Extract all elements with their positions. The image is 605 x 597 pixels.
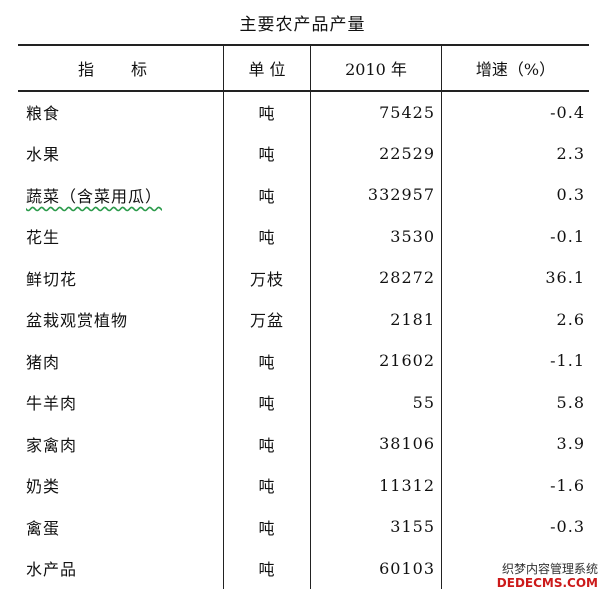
header-indicator: 指 标 <box>18 44 224 92</box>
row-name: 水产品 <box>26 560 78 580</box>
row-growth: -0.1 <box>441 215 589 257</box>
row-value: 3530 <box>310 215 442 257</box>
site-watermark: 织梦内容管理系统 DEDECMS.COM <box>493 561 601 591</box>
table-title: 主要农产品产量 <box>239 15 366 35</box>
row-name-text: 蔬菜（含菜用瓜） <box>26 186 163 206</box>
row-name: 猪肉 <box>26 352 61 372</box>
row-growth: -1.1 <box>441 340 589 382</box>
row-name: 蔬菜（含菜用瓜） <box>18 174 224 216</box>
table-row: 蔬菜（含菜用瓜） 吨 332957 0.3 <box>18 174 589 216</box>
row-name: 家禽肉 <box>26 435 78 455</box>
row-unit: 吨 <box>223 506 311 548</box>
row-unit: 吨 <box>223 340 311 382</box>
row-name: 水果 <box>26 145 61 165</box>
row-name: 奶类 <box>26 477 61 497</box>
row-value: 332957 <box>310 174 442 216</box>
row-name: 粮食 <box>26 104 61 124</box>
row-name: 禽蛋 <box>26 518 61 538</box>
header-year: 2010 年 <box>310 44 442 92</box>
watermark-line2: DEDECMS.COM <box>496 576 598 590</box>
table-row: 禽蛋 吨 3155 -0.3 <box>18 506 589 548</box>
row-growth: 2.6 <box>441 298 589 340</box>
row-unit: 吨 <box>223 423 311 465</box>
row-growth: 36.1 <box>441 257 589 299</box>
header-unit: 单 位 <box>223 44 311 92</box>
row-growth: 3.9 <box>441 423 589 465</box>
row-unit: 吨 <box>223 215 311 257</box>
row-name: 花生 <box>26 228 61 248</box>
row-value: 28272 <box>310 257 442 299</box>
table-row: 家禽肉 吨 38106 3.9 <box>18 423 589 465</box>
table-header-row: 指 标 单 位 2010 年 增速（%） <box>18 44 589 92</box>
row-value: 38106 <box>310 423 442 465</box>
table-row: 花生 吨 3530 -0.1 <box>18 215 589 257</box>
table-row: 牛羊肉 吨 55 5.8 <box>18 381 589 423</box>
row-name: 鲜切花 <box>26 269 78 289</box>
header-growth: 增速（%） <box>441 44 589 92</box>
row-value: 22529 <box>310 132 442 174</box>
agri-output-table: 指 标 单 位 2010 年 增速（%） 粮食 吨 75425 -0.4 水果 … <box>18 44 589 589</box>
row-value: 60103 <box>310 547 442 589</box>
row-growth: -1.6 <box>441 464 589 506</box>
row-unit: 吨 <box>223 547 311 589</box>
row-value: 11312 <box>310 464 442 506</box>
row-growth: -0.4 <box>441 91 589 133</box>
table-row: 盆栽观赏植物 万盆 2181 2.6 <box>18 298 589 340</box>
row-growth: 2.3 <box>441 132 589 174</box>
row-unit: 吨 <box>223 174 311 216</box>
row-growth: -0.3 <box>441 506 589 548</box>
row-unit: 吨 <box>223 132 311 174</box>
row-name: 牛羊肉 <box>26 394 78 414</box>
row-unit: 万盆 <box>223 298 311 340</box>
row-unit: 吨 <box>223 464 311 506</box>
row-value: 3155 <box>310 506 442 548</box>
row-value: 2181 <box>310 298 442 340</box>
table-row: 粮食 吨 75425 -0.4 <box>18 91 589 133</box>
row-unit: 吨 <box>223 91 311 133</box>
row-growth: 5.8 <box>441 381 589 423</box>
row-unit: 吨 <box>223 381 311 423</box>
table-row: 水果 吨 22529 2.3 <box>18 132 589 174</box>
table-row: 猪肉 吨 21602 -1.1 <box>18 340 589 382</box>
row-value: 55 <box>310 381 442 423</box>
watermark-line1: 织梦内容管理系统 <box>501 562 598 576</box>
table-row: 鲜切花 万枝 28272 36.1 <box>18 257 589 299</box>
row-unit: 万枝 <box>223 257 311 299</box>
row-value: 75425 <box>310 91 442 133</box>
table-row: 奶类 吨 11312 -1.6 <box>18 464 589 506</box>
row-growth: 0.3 <box>441 174 589 216</box>
row-value: 21602 <box>310 340 442 382</box>
row-name: 盆栽观赏植物 <box>26 311 129 331</box>
